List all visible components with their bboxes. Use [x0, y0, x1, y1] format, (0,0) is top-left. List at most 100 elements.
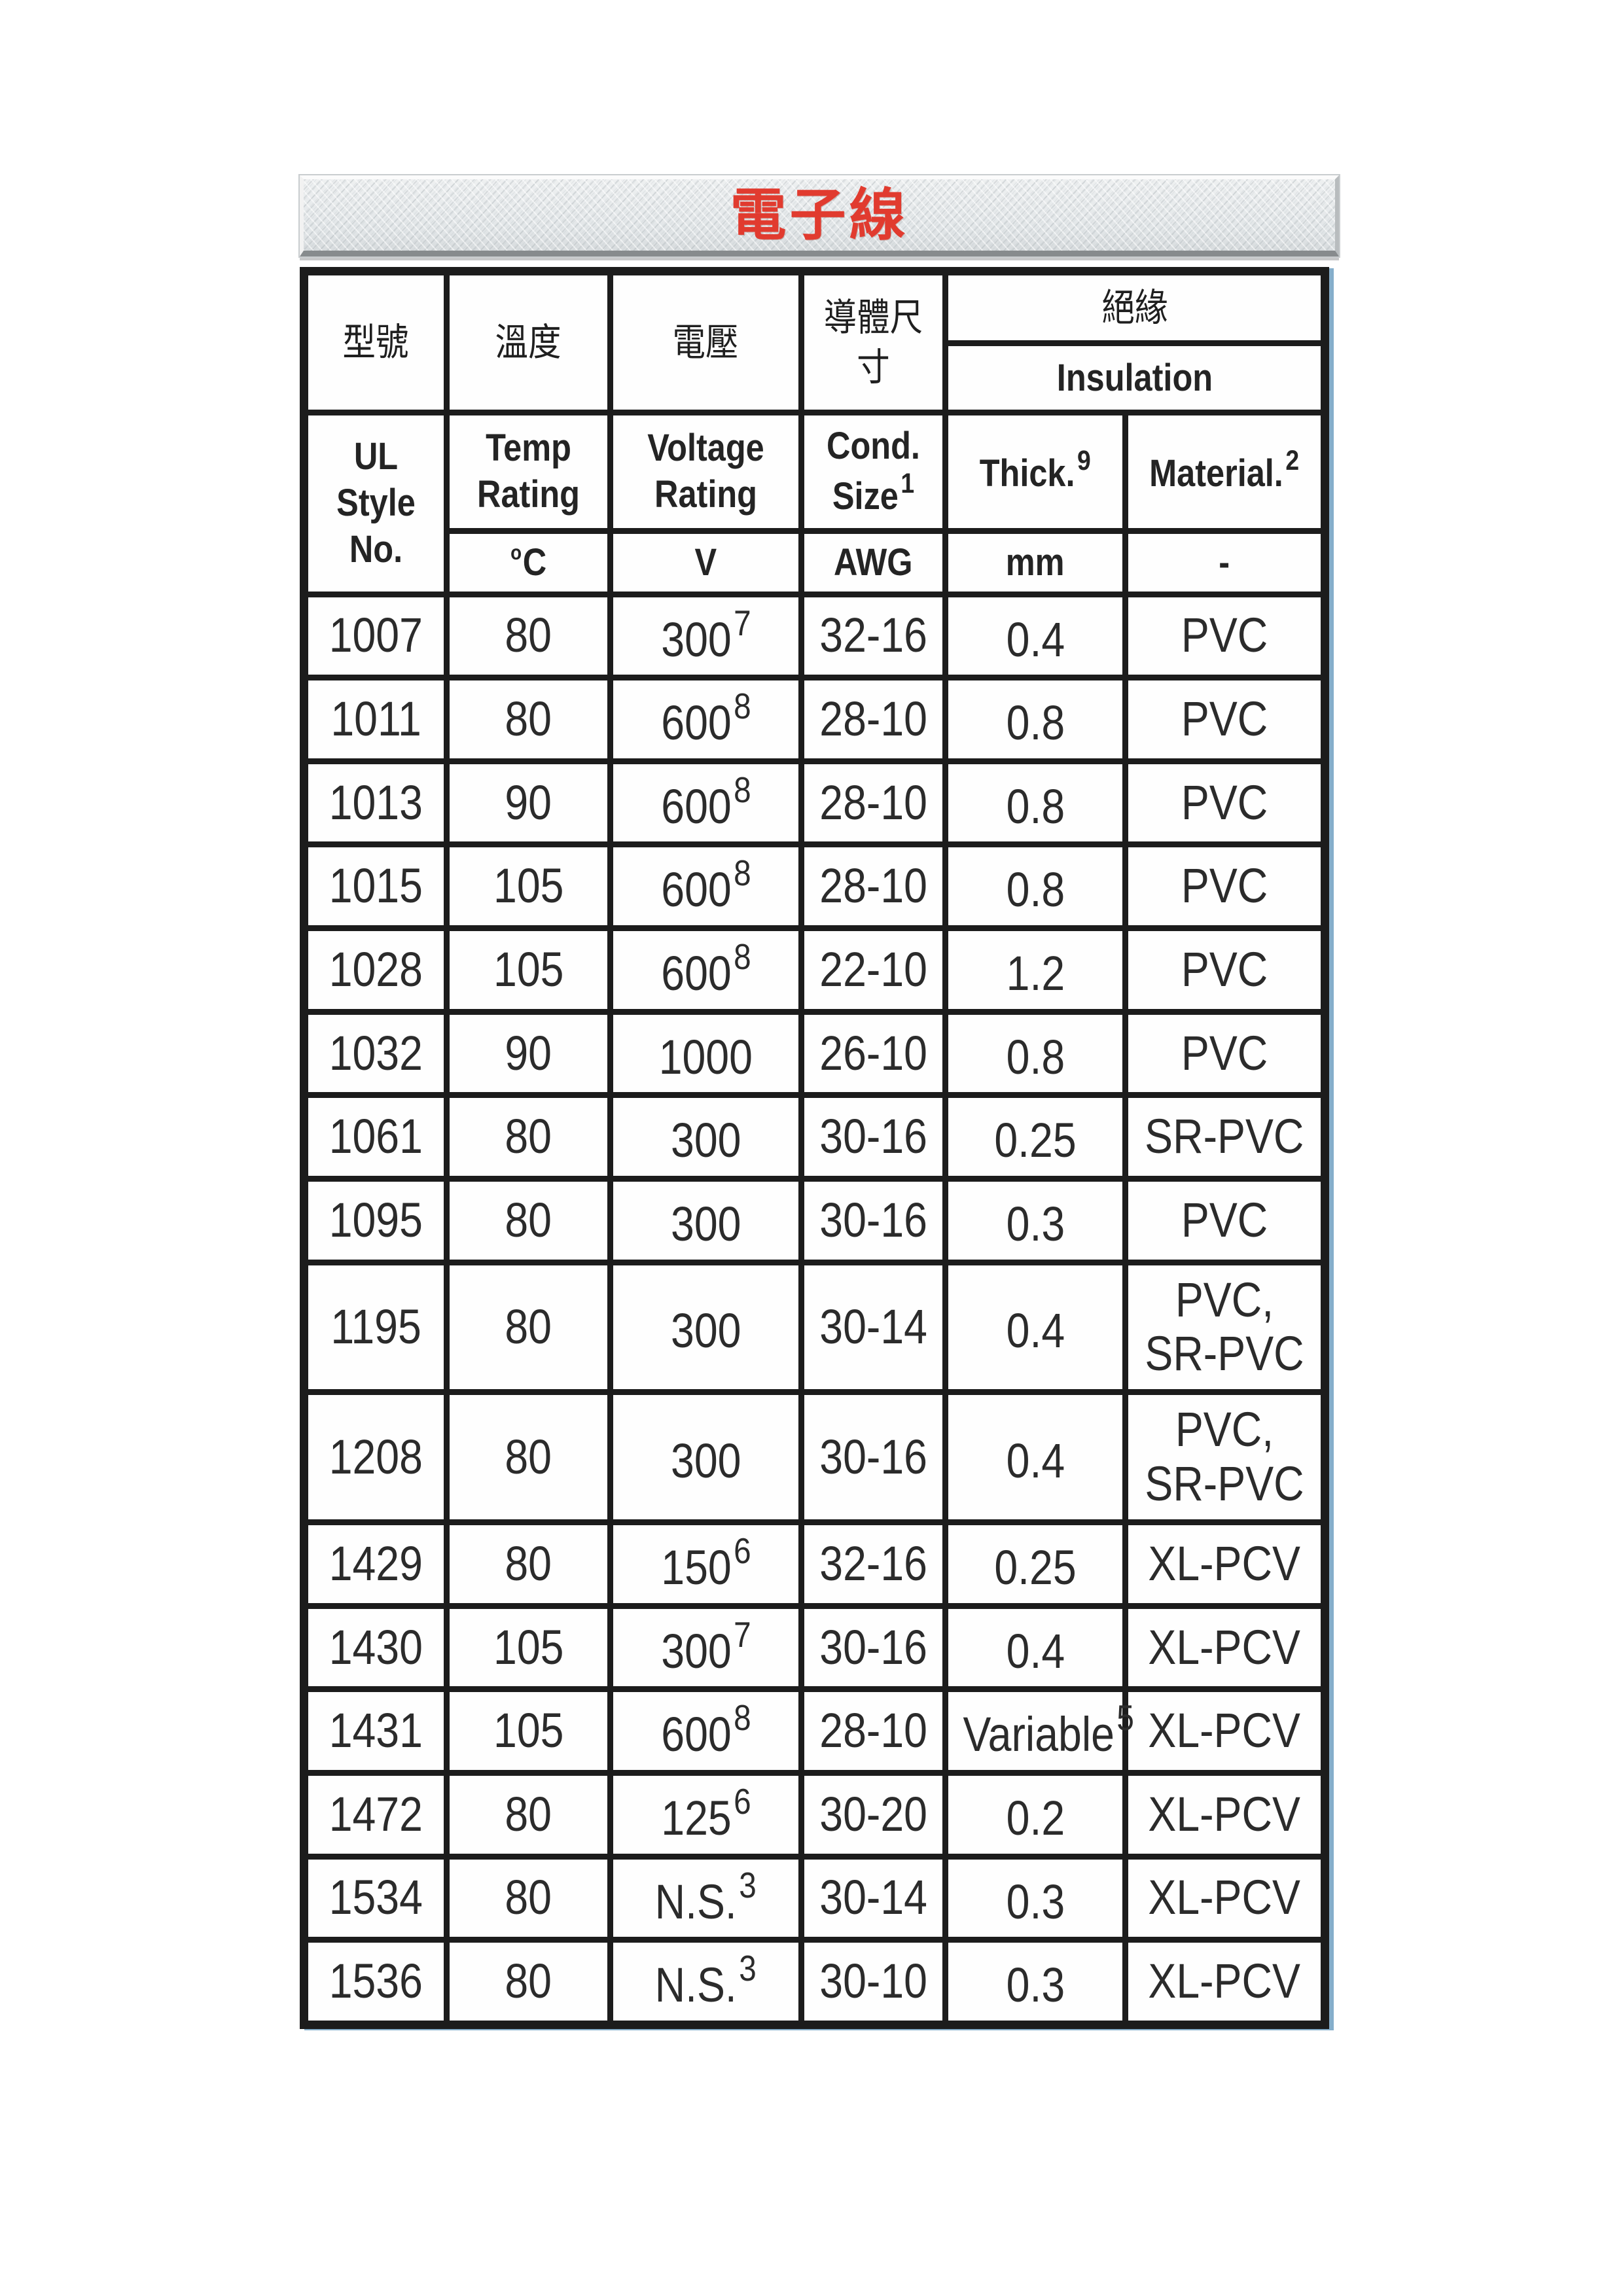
title-banner: 電子線	[298, 174, 1340, 258]
cond-size-value: 26-10	[819, 1025, 927, 1080]
table-row: 1032 90 1000 26-10 0.8 PVC	[301, 1008, 1329, 1099]
thickness-value: 0.4	[1006, 1623, 1065, 1678]
cell-cond-size: 28-10	[798, 758, 948, 848]
cell-temp-rating: 105	[444, 1686, 613, 1776]
temp-rating-value: 105	[493, 1703, 564, 1758]
unit-thick: mm	[1006, 540, 1065, 584]
cell-temp-rating: 80	[444, 1175, 613, 1265]
temp-rating-value: 105	[493, 942, 564, 997]
temp-cn-label: 溫度	[495, 320, 562, 364]
table-row: 1429 80 1506 32-16 0.25 XL-PCV	[301, 1519, 1329, 1609]
cell-temp-rating: 90	[444, 758, 613, 848]
cell-cond-size: 28-10	[798, 841, 948, 932]
cell-voltage-rating: 1000	[607, 1008, 804, 1099]
voltage-footnote: 8	[733, 936, 751, 978]
table-row: 1208 80 300 30-16 0.4 PVC, SR-PVC	[301, 1389, 1329, 1526]
cond-size-value: 30-16	[819, 1429, 927, 1484]
voltage-rating-value: 6008	[660, 686, 751, 750]
unit-temp: oC	[510, 540, 547, 584]
thickness-value: 1.2	[1006, 945, 1065, 1000]
material-value: PVC	[1181, 858, 1268, 913]
temp-rating-value: 80	[505, 1954, 552, 2009]
ul-style-no-value: 1431	[329, 1703, 423, 1758]
thickness-value: 0.25	[994, 1113, 1077, 1168]
cell-ul-style-no: 1195	[301, 1259, 450, 1396]
cell-thickness: 0.4	[942, 1389, 1128, 1526]
table-row: 1431 105 6008 28-10 Variable5 XL-PCV	[301, 1686, 1329, 1776]
unit-voltage-cell: V	[607, 527, 804, 597]
ul-style-no-value: 1015	[329, 858, 423, 913]
cond-size-value: 30-20	[819, 1786, 927, 1841]
material-value: PVC	[1181, 608, 1268, 663]
voltage-footnote: 7	[733, 1614, 751, 1655]
col-header-voltage-rating: Voltage Rating	[607, 410, 804, 534]
cell-temp-rating: 80	[444, 675, 613, 764]
cell-ul-style-no: 1430	[301, 1602, 450, 1693]
model-cn-label: 型號	[343, 320, 409, 364]
unit-thick-cell: mm	[942, 527, 1128, 597]
table-row: 1015 105 6008 28-10 0.8 PVC	[301, 841, 1329, 932]
voltage-rating-value: 6008	[660, 853, 751, 917]
ul-style-no-value: 1032	[329, 1025, 423, 1080]
thickness-value: 0.4	[1006, 612, 1065, 667]
cell-material: PVC	[1122, 1175, 1329, 1265]
voltage-footnote: 8	[733, 769, 751, 810]
thickness-value: 0.8	[1006, 1029, 1065, 1084]
ul-style-no-value: 1011	[330, 692, 421, 747]
thickness-value: 0.2	[1006, 1790, 1065, 1845]
voltage-footnote: 8	[733, 686, 751, 727]
material-value: PVC	[1181, 692, 1268, 747]
ul-style-no-value: 1208	[329, 1429, 423, 1484]
temp-rating-value: 80	[505, 1192, 552, 1247]
cell-cond-size: 32-16	[798, 591, 948, 681]
cell-material: XL-PCV	[1122, 1519, 1329, 1609]
table-row: 1028 105 6008 22-10 1.2 PVC	[301, 925, 1329, 1015]
cell-material: PVC	[1122, 841, 1329, 932]
cell-ul-style-no: 1007	[301, 591, 450, 681]
col-header-thickness: Thick.9	[942, 410, 1128, 534]
header-row-units: oC V AWG mm -	[304, 527, 1329, 597]
voltage-rating-value: 300	[670, 1433, 741, 1488]
cell-thickness: 0.8	[942, 841, 1128, 932]
ul-style-no-value: 1095	[329, 1192, 423, 1247]
header-row-chinese: 型號 溫度 電壓 導體尺寸 絕緣	[301, 268, 1329, 416]
cell-material: XL-PCV	[1122, 1937, 1329, 2028]
cell-material: PVC, SR-PVC	[1122, 1259, 1329, 1396]
cond-size-value: 30-16	[819, 1192, 927, 1247]
temp-rating-value: 105	[493, 858, 564, 913]
conductor-cn-label: 導體尺寸	[823, 295, 923, 389]
temp-rating-value: 80	[505, 608, 552, 663]
cell-material: PVC	[1122, 675, 1329, 764]
table-row: 1061 80 300 30-16 0.25 SR-PVC	[301, 1092, 1329, 1182]
cell-temp-rating: 80	[444, 1853, 613, 1943]
temp-rating-value: 80	[505, 1536, 552, 1591]
cell-ul-style-no: 1013	[301, 758, 450, 848]
voltage-rating-value: 6008	[660, 936, 751, 1000]
voltage-rating-value: 6008	[660, 769, 751, 834]
cell-voltage-rating: 6008	[607, 675, 804, 764]
cell-ul-style-no: 1011	[301, 675, 450, 764]
ul-style-no-value: 1534	[329, 1870, 423, 1925]
temp-rating-value: 80	[505, 1870, 552, 1925]
cell-voltage-rating: 300	[607, 1175, 804, 1265]
voltage-rating-value: 1000	[658, 1029, 753, 1084]
cell-cond-size: 30-16	[798, 1602, 948, 1693]
unit-material: -	[1219, 540, 1230, 584]
voltage-rating-value: 300	[670, 1196, 741, 1251]
table-row: 1007 80 3007 32-16 0.4 PVC	[301, 591, 1329, 681]
cell-voltage-rating: 1506	[607, 1519, 804, 1609]
voltage-rating-value: N.S.3	[654, 1864, 757, 1929]
cond-size-value: 32-16	[819, 1536, 927, 1591]
ul-style-no-value: 1472	[329, 1786, 423, 1841]
material-value: PVC	[1181, 942, 1268, 997]
material-value: XL-PCV	[1148, 1703, 1301, 1758]
cell-cond-size: 32-16	[798, 1519, 948, 1609]
cell-temp-rating: 80	[444, 1937, 613, 2028]
cell-cond-size: 30-16	[798, 1389, 948, 1526]
material-value: XL-PCV	[1148, 1619, 1301, 1674]
thickness-value: Variable5	[963, 1697, 1134, 1762]
col-header-model-cn: 型號	[301, 268, 450, 416]
table-row: 1011 80 6008 28-10 0.8 PVC	[301, 675, 1329, 764]
cell-cond-size: 30-14	[798, 1853, 948, 1943]
temp-rating-label: Temp Rating	[477, 427, 580, 516]
